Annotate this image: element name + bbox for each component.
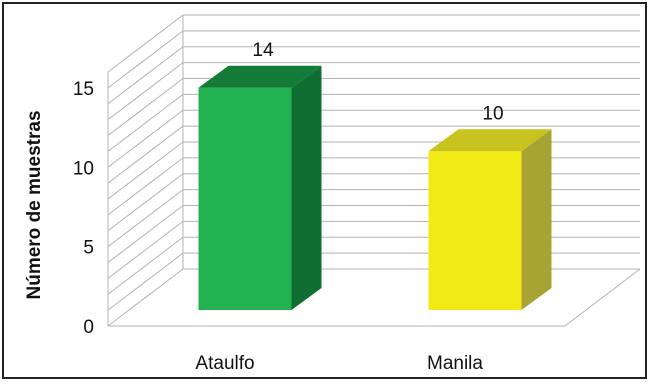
axes xyxy=(108,268,641,327)
gridline-side xyxy=(107,30,184,89)
gridline-side xyxy=(107,189,184,248)
bar-side-face xyxy=(521,129,552,310)
y-tick-label: 10 xyxy=(73,158,94,179)
gridline-side xyxy=(107,109,184,168)
gridline-side xyxy=(107,252,184,311)
bar-top-face xyxy=(198,65,322,88)
gridline-side xyxy=(107,268,184,327)
gridline-side xyxy=(107,141,184,200)
bar-front-face xyxy=(428,151,522,310)
data-label: 14 xyxy=(252,40,274,61)
bar-ataulfo xyxy=(198,65,322,310)
y-tick-label: 5 xyxy=(83,238,94,259)
gridline-side xyxy=(107,62,184,121)
gridline-side xyxy=(107,236,184,295)
y-tick-label: 15 xyxy=(73,79,94,100)
bar-manila xyxy=(428,129,552,310)
chart-labels: Número de muestras 0 5 10 15 14 Ataulfo 10 Mani… xyxy=(24,40,504,374)
gridline-side xyxy=(107,205,184,263)
gridline-side xyxy=(107,125,184,184)
gridline-side xyxy=(107,78,184,136)
bar-top-face xyxy=(428,129,552,152)
bars xyxy=(198,65,552,310)
gridline-side xyxy=(107,157,184,216)
bar-front-face xyxy=(198,87,292,310)
gridline-side xyxy=(107,46,184,105)
gridline-side xyxy=(107,93,184,152)
y-axis-label: Número de muestras xyxy=(24,110,45,299)
y-tick-label: 0 xyxy=(83,317,94,338)
gridline-side xyxy=(107,173,184,232)
bar-side-face xyxy=(291,65,322,310)
data-label: 10 xyxy=(482,103,503,124)
gridline-side xyxy=(107,220,184,279)
x-tick-label: Ataulfo xyxy=(195,353,254,374)
floor-right-edge xyxy=(564,268,641,327)
gridline-side xyxy=(107,14,184,73)
x-tick-label: Manila xyxy=(427,353,483,374)
